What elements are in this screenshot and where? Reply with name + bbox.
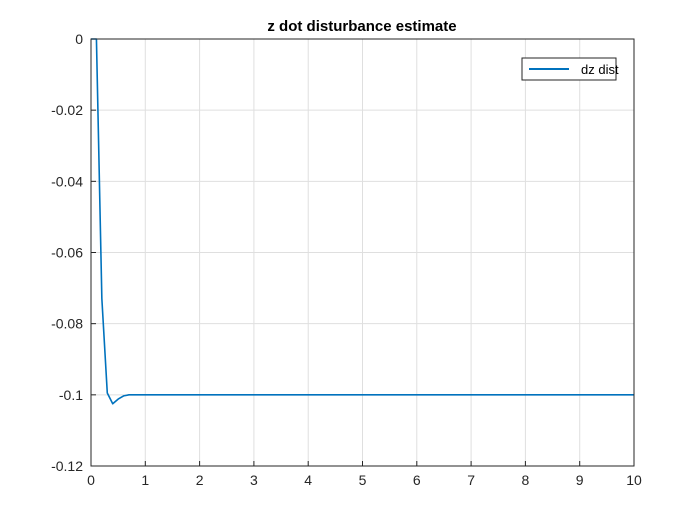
- x-tick-label: 3: [250, 472, 258, 488]
- y-tick-label: -0.06: [51, 245, 83, 261]
- y-tick-label: -0.08: [51, 316, 83, 332]
- x-tick-label: 10: [626, 472, 642, 488]
- x-tick-label: 0: [87, 472, 95, 488]
- legend: dz dist: [521, 57, 619, 81]
- x-tick-label: 7: [467, 472, 475, 488]
- y-tick-label: -0.04: [51, 173, 83, 189]
- x-tick-label: 2: [196, 472, 204, 488]
- series-layer: [91, 38, 634, 405]
- x-tick-label: 6: [413, 472, 421, 488]
- x-tick-label: 9: [576, 472, 584, 488]
- ticks: 0 1 2 3 4 5 6 7 8 9 10 0 -0.02 -0.04 -0.06 -0.08 -0.1 -0.…: [51, 31, 642, 488]
- legend-label: dz dist: [581, 62, 619, 77]
- y-tick-label: -0.1: [59, 387, 83, 403]
- y-tick-label: -0.02: [51, 102, 83, 118]
- y-tick-label: -0.12: [51, 458, 83, 474]
- x-tick-label: 1: [141, 472, 149, 488]
- x-tick-label: 4: [304, 472, 312, 488]
- x-tick-label: 8: [522, 472, 530, 488]
- y-tick-label: 0: [75, 31, 83, 47]
- series-line-dz-dist: [91, 38, 634, 405]
- chart-title: z dot disturbance estimate: [267, 18, 456, 35]
- x-tick-label: 5: [359, 472, 367, 488]
